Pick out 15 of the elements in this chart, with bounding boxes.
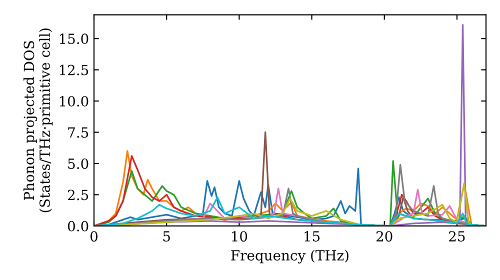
x-tick-label: 10 [232, 231, 248, 242]
x-tick-label: 5 [163, 231, 170, 242]
x-tick-label: 20 [376, 231, 392, 242]
y-tick-label: 12.5 [60, 64, 88, 76]
y-axis-title: Phonon projected DOS (States/THz·primitive cell) [23, 28, 53, 212]
x-tick-label: 25 [449, 231, 465, 242]
y-tick-label: 0.0 [68, 220, 88, 232]
x-tick-label: 0 [90, 231, 98, 242]
y-tick-label: 2.5 [68, 190, 88, 200]
y-tick-label: 5.0 [68, 158, 88, 169]
y-tick-label: 10.0 [60, 96, 88, 107]
y-tick-label: 7.5 [68, 127, 88, 138]
x-tick-label: 15 [304, 231, 320, 242]
x-axis-title: Frequency (THz) [231, 250, 348, 264]
y-tick-label: 15.0 [60, 34, 88, 44]
